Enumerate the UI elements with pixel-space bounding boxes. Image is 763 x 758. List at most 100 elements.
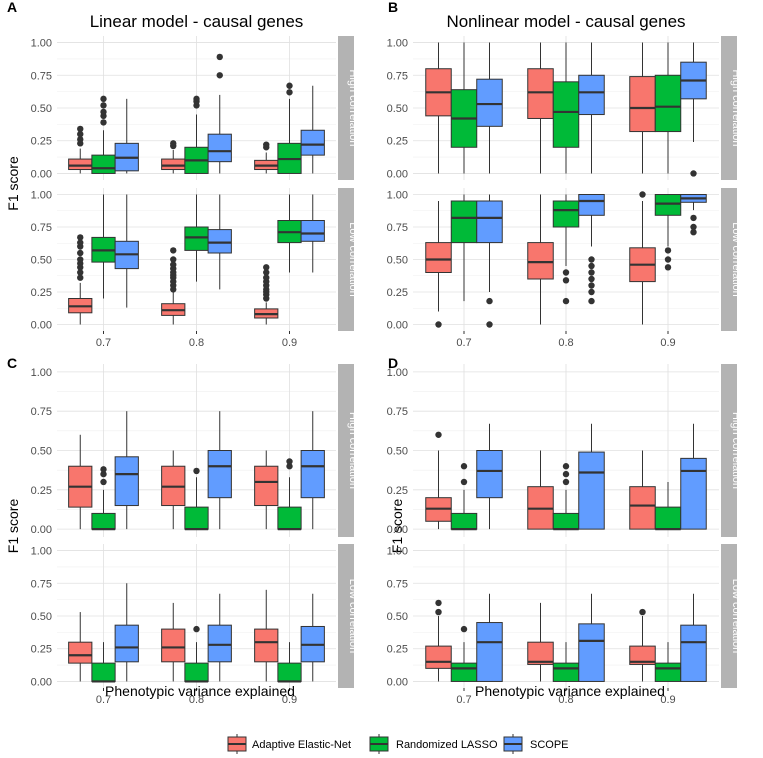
outlier-point bbox=[588, 262, 595, 270]
y-tick-label: 0.25 bbox=[31, 485, 52, 497]
outlier-point bbox=[486, 297, 493, 305]
outlier-point bbox=[77, 274, 84, 281]
y-tick-label: 1.00 bbox=[31, 367, 52, 379]
box-body bbox=[184, 506, 209, 530]
outlier-point bbox=[588, 282, 595, 289]
facet-strip-label: High correlation bbox=[347, 412, 359, 489]
outlier-point bbox=[100, 95, 107, 103]
x-axis-title: Phenotypic variance explained bbox=[105, 683, 295, 699]
box-adaptive-elastic-net bbox=[425, 599, 452, 682]
facet-strip-label: High correlation bbox=[730, 69, 742, 146]
box-body bbox=[629, 486, 656, 530]
outlier-point bbox=[77, 136, 84, 143]
facet-strip bbox=[338, 364, 354, 537]
y-tick-label: 0.25 bbox=[31, 136, 52, 148]
chart-title: Linear model - causal genes bbox=[90, 12, 304, 31]
y-tick-label: 0.00 bbox=[387, 320, 408, 332]
box-adaptive-elastic-net bbox=[254, 450, 279, 530]
legend-item-scope: SCOPE bbox=[503, 734, 569, 754]
box-adaptive-elastic-net bbox=[629, 608, 656, 682]
box-adaptive-elastic-net bbox=[161, 140, 186, 174]
box-randomized-lasso bbox=[184, 467, 209, 531]
chart-panel-a: A Linear model - causal genes F1 score 0.00… bbox=[5, 0, 359, 349]
outlier-point bbox=[77, 269, 84, 276]
outlier-point bbox=[562, 297, 570, 305]
outlier-point bbox=[562, 470, 570, 478]
box-body bbox=[552, 81, 580, 148]
box-scope bbox=[300, 194, 325, 273]
chart-title: Nonlinear model - causal genes bbox=[446, 12, 685, 31]
panel-label: A bbox=[7, 0, 17, 15]
box-randomized-lasso bbox=[654, 42, 682, 174]
y-tick-label: 0.00 bbox=[31, 320, 52, 332]
box-adaptive-elastic-net bbox=[254, 264, 279, 325]
y-tick-label: 1.00 bbox=[387, 367, 408, 379]
box-body bbox=[254, 465, 279, 507]
outlier-point bbox=[170, 247, 177, 254]
box-body bbox=[476, 450, 503, 499]
y-tick-label: 0.00 bbox=[387, 524, 408, 536]
y-tick-label: 0.00 bbox=[31, 676, 52, 688]
outlier-point bbox=[193, 95, 200, 103]
outlier-point bbox=[435, 321, 442, 328]
box-scope bbox=[680, 593, 707, 682]
box-body bbox=[552, 200, 580, 228]
y-tick-label: 0.25 bbox=[31, 644, 52, 656]
facet-low-correlation: 0.00 0.25 0.50 0.75 1.00 Low correlation bbox=[387, 544, 742, 688]
outlier-point bbox=[77, 256, 84, 263]
box-scope bbox=[578, 593, 605, 682]
box-adaptive-elastic-net bbox=[254, 589, 279, 682]
box-randomized-lasso bbox=[654, 194, 682, 271]
box-randomized-lasso bbox=[277, 458, 302, 531]
facet-low-correlation: 0.00 0.25 0.50 0.75 1.00 Low correlation bbox=[31, 544, 359, 688]
facet-high-correlation: 0.00 0.25 0.50 0.75 1.00 High correlation bbox=[387, 364, 742, 537]
outlier-point bbox=[562, 277, 570, 284]
box-scope bbox=[300, 85, 325, 174]
box-randomized-lasso bbox=[450, 42, 478, 174]
box-adaptive-elastic-net bbox=[161, 450, 186, 530]
panel-label: B bbox=[388, 0, 398, 15]
box-body bbox=[91, 512, 116, 530]
x-tick-label: 0.9 bbox=[282, 337, 297, 349]
box-randomized-lasso bbox=[184, 625, 209, 683]
outlier-point bbox=[216, 53, 223, 61]
box-scope bbox=[207, 593, 232, 682]
outlier-point bbox=[263, 264, 270, 271]
x-tick-label: 0.7 bbox=[96, 694, 111, 706]
x-tick-label: 0.8 bbox=[189, 694, 204, 706]
x-tick-label: 0.8 bbox=[189, 337, 204, 349]
outlier-point bbox=[286, 458, 293, 465]
outlier-point bbox=[690, 214, 697, 222]
box-adaptive-elastic-net bbox=[68, 234, 93, 325]
facet-strip bbox=[338, 544, 354, 688]
box-body bbox=[450, 662, 478, 682]
box-body bbox=[184, 662, 209, 682]
outlier-point bbox=[77, 130, 84, 138]
box-adaptive-elastic-net bbox=[425, 42, 452, 174]
box-body bbox=[476, 200, 503, 244]
facet-strip bbox=[721, 188, 737, 331]
box-randomized-lasso bbox=[91, 194, 116, 299]
y-tick-label: 1.00 bbox=[31, 546, 52, 558]
legend-label: SCOPE bbox=[530, 739, 569, 751]
chart-panel-d: DNonlinear model - pathwaysF1 score0.000… bbox=[387, 355, 742, 706]
box-body bbox=[68, 158, 93, 171]
outlier-point bbox=[690, 229, 697, 236]
x-tick-label: 0.7 bbox=[456, 337, 471, 349]
outlier-point bbox=[193, 625, 200, 633]
box-body bbox=[680, 624, 707, 682]
facet-strip bbox=[721, 36, 737, 180]
facet-strip-label: Low correlation bbox=[730, 222, 742, 297]
box-body bbox=[254, 628, 279, 663]
box-randomized-lasso bbox=[277, 642, 302, 683]
box-scope bbox=[578, 194, 605, 305]
box-randomized-lasso bbox=[184, 194, 209, 282]
box-scope bbox=[476, 194, 503, 328]
y-tick-label: 0.50 bbox=[31, 446, 52, 458]
facet-high-correlation: 0.00 0.25 0.50 0.75 1.00 High correlation bbox=[31, 36, 359, 180]
box-adaptive-elastic-net bbox=[629, 450, 656, 530]
outlier-point bbox=[690, 223, 697, 231]
box-body bbox=[207, 450, 232, 499]
box-body bbox=[552, 662, 580, 682]
